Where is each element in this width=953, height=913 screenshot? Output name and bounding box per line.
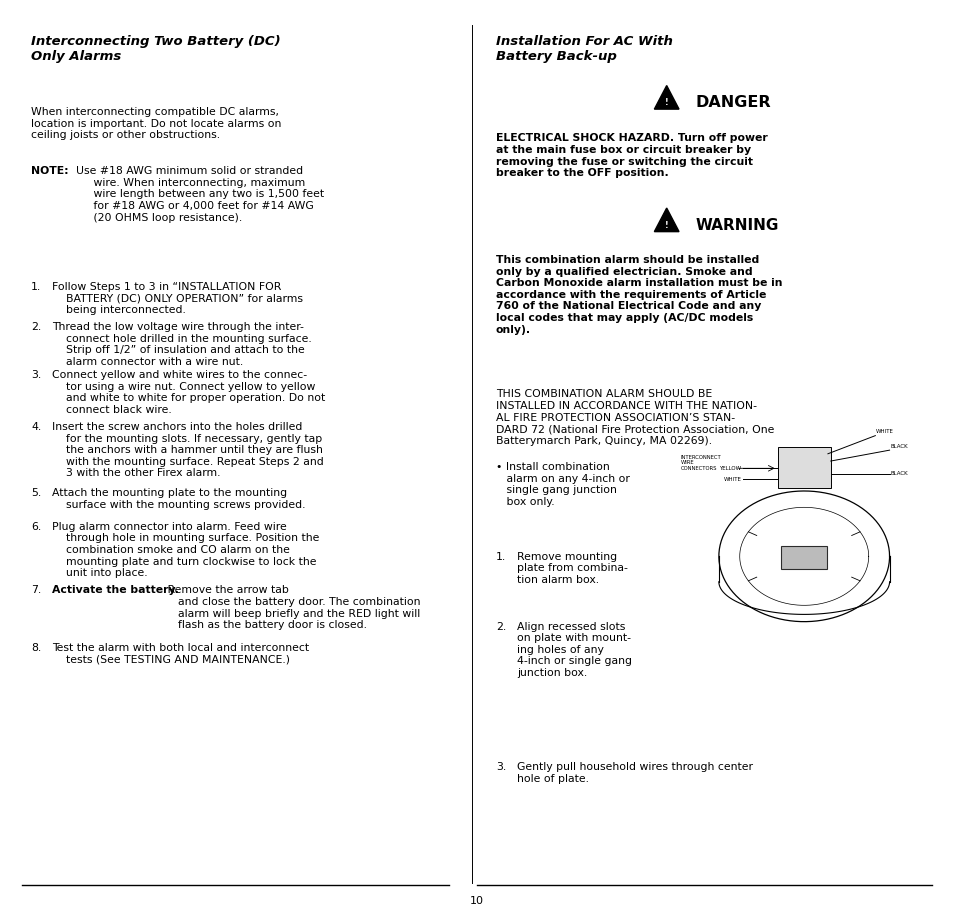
Text: Remove mounting
plate from combina-
tion alarm box.: Remove mounting plate from combina- tion… xyxy=(517,551,627,585)
Text: 8.: 8. xyxy=(31,643,41,653)
Text: Insert the screw anchors into the holes drilled
    for the mounting slots. If n: Insert the screw anchors into the holes … xyxy=(52,422,323,478)
Bar xyxy=(781,546,826,569)
Text: Plug alarm connector into alarm. Feed wire
    through hole in mounting surface.: Plug alarm connector into alarm. Feed wi… xyxy=(52,522,319,578)
Text: 4.: 4. xyxy=(31,422,41,432)
Text: 10: 10 xyxy=(470,896,483,906)
Bar xyxy=(777,447,830,488)
Text: !: ! xyxy=(664,98,668,107)
Text: ELECTRICAL SHOCK HAZARD. Turn off power
at the main fuse box or circuit breaker : ELECTRICAL SHOCK HAZARD. Turn off power … xyxy=(496,133,767,178)
Polygon shape xyxy=(654,208,679,232)
Text: WHITE: WHITE xyxy=(876,429,893,434)
Text: • Install combination
   alarm on any 4-inch or
   single gang junction
   box o: • Install combination alarm on any 4-inc… xyxy=(496,462,629,507)
Text: Use #18 AWG minimum solid or stranded
     wire. When interconnecting, maximum
 : Use #18 AWG minimum solid or stranded wi… xyxy=(75,166,324,223)
Text: BLACK: BLACK xyxy=(889,445,907,449)
Text: Interconnecting Two Battery (DC)
Only Alarms: Interconnecting Two Battery (DC) Only Al… xyxy=(31,35,280,62)
Text: THIS COMBINATION ALARM SHOULD BE
INSTALLED IN ACCORDANCE WITH THE NATION-
AL FIR: THIS COMBINATION ALARM SHOULD BE INSTALL… xyxy=(496,389,774,446)
Text: INTERCONNECT
WIRE
CONNECTORS: INTERCONNECT WIRE CONNECTORS xyxy=(680,455,720,471)
Text: NOTE:: NOTE: xyxy=(31,166,69,176)
Text: 6.: 6. xyxy=(31,522,41,532)
Text: BLACK: BLACK xyxy=(889,471,907,477)
Text: 5.: 5. xyxy=(31,488,41,498)
Text: Follow Steps 1 to 3 in “INSTALLATION FOR
    BATTERY (DC) ONLY OPERATION” for al: Follow Steps 1 to 3 in “INSTALLATION FOR… xyxy=(52,282,303,316)
Text: This combination alarm should be installed
only by a qualified electrician. Smok: This combination alarm should be install… xyxy=(496,255,781,335)
Text: DANGER: DANGER xyxy=(695,95,770,110)
Text: When interconnecting compatible DC alarms,
location is important. Do not locate : When interconnecting compatible DC alarm… xyxy=(31,107,281,141)
Text: Attach the mounting plate to the mounting
    surface with the mounting screws p: Attach the mounting plate to the mountin… xyxy=(52,488,305,509)
Text: Remove the arrow tab
    and close the battery door. The combination
    alarm w: Remove the arrow tab and close the batte… xyxy=(164,585,420,630)
Text: YELLOW: YELLOW xyxy=(719,466,740,471)
Text: 1.: 1. xyxy=(31,282,41,292)
Text: 2.: 2. xyxy=(31,322,41,332)
Text: 7.: 7. xyxy=(31,585,41,595)
Text: Gently pull household wires through center
hole of plate.: Gently pull household wires through cent… xyxy=(517,762,752,784)
Text: !: ! xyxy=(664,221,668,230)
Text: WARNING: WARNING xyxy=(695,218,778,233)
Text: Connect yellow and white wires to the connec-
    tor using a wire nut. Connect : Connect yellow and white wires to the co… xyxy=(52,371,325,415)
Text: Thread the low voltage wire through the inter-
    connect hole drilled in the m: Thread the low voltage wire through the … xyxy=(52,322,312,367)
Text: 3.: 3. xyxy=(31,371,41,381)
Text: Align recessed slots
on plate with mount-
ing holes of any
4-inch or single gang: Align recessed slots on plate with mount… xyxy=(517,622,631,678)
Text: Activate the battery.: Activate the battery. xyxy=(52,585,179,595)
Text: Test the alarm with both local and interconnect
    tests (See TESTING AND MAINT: Test the alarm with both local and inter… xyxy=(52,643,309,664)
Text: WHITE: WHITE xyxy=(723,477,740,482)
Polygon shape xyxy=(654,86,679,110)
Text: Installation For AC With
Battery Back-up: Installation For AC With Battery Back-up xyxy=(496,35,672,62)
Text: 1.: 1. xyxy=(496,551,506,561)
Text: 2.: 2. xyxy=(496,622,506,632)
Text: 3.: 3. xyxy=(496,762,506,772)
